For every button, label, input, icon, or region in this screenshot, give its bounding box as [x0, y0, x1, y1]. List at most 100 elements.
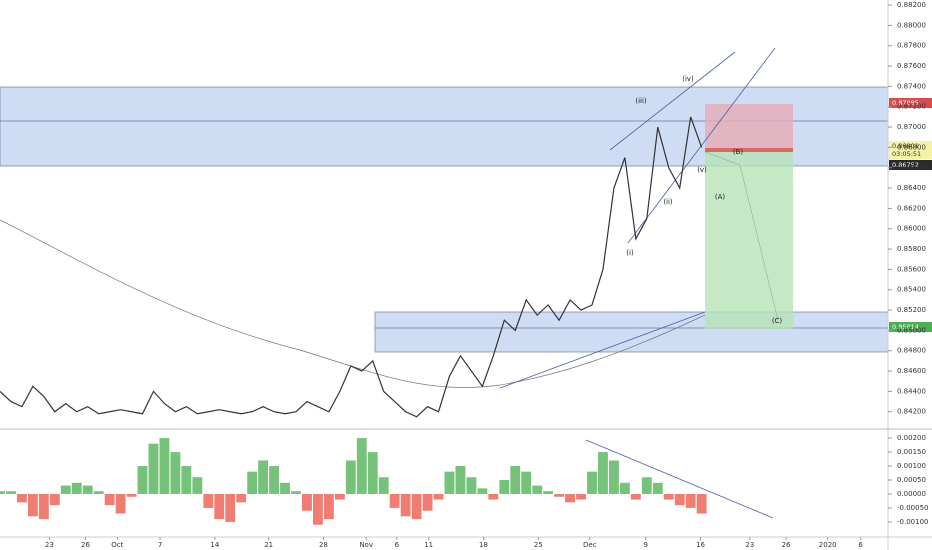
histogram-bar: [598, 452, 608, 494]
histogram-bar: [696, 493, 707, 514]
y-tick-label: 0.85800: [897, 245, 926, 253]
histogram-bar: [312, 493, 323, 525]
wave-label: (C): [772, 317, 783, 325]
y-tick-label: 0.85600: [897, 265, 926, 273]
histogram-bar: [203, 493, 214, 508]
y-tick-label: 0.85000: [897, 326, 926, 334]
y-tick-label: 0.88000: [897, 21, 926, 29]
histogram-bar: [532, 485, 543, 494]
histogram-bar: [554, 493, 565, 497]
histogram-bar: [411, 493, 422, 520]
histogram-bar: [49, 493, 60, 506]
x-tick-label: Dec: [583, 541, 597, 549]
x-tick-label: Nov: [359, 541, 373, 549]
y-tick-label: 0.86800: [897, 143, 926, 151]
histogram-bar: [521, 471, 532, 494]
histogram-bar: [323, 493, 334, 520]
histogram-bar: [674, 493, 685, 506]
y-tick-label: 0.87800: [897, 42, 926, 50]
histogram-bar: [477, 488, 488, 494]
histogram-bar: [510, 466, 521, 494]
wave-label: (ii): [663, 198, 673, 206]
histogram-bar: [663, 493, 674, 500]
histogram-bar: [93, 491, 104, 494]
y-tick-label: 0.00100: [897, 462, 926, 470]
x-tick-label: 25: [534, 541, 543, 549]
x-tick-label: 26: [782, 541, 791, 549]
histogram-bar: [71, 482, 82, 494]
y-tick-label: 0.86200: [897, 204, 926, 212]
price-tag: [889, 322, 932, 332]
histogram-bar: [685, 493, 696, 508]
price-tag-label: 0.85014: [892, 323, 919, 331]
y-tick-label: -0.00100: [897, 518, 928, 526]
y-tick-label: 0.87200: [897, 103, 926, 111]
y-tick-label: 0.85400: [897, 286, 926, 294]
price-tag: [889, 141, 932, 159]
histogram-bar: [38, 493, 49, 520]
y-tick-label: 0.00000: [897, 490, 926, 498]
histogram-bar: [400, 493, 411, 517]
histogram-bar: [608, 460, 619, 494]
price-line: [0, 116, 703, 418]
wave-label: (i): [626, 249, 634, 257]
y-tick-label: 0.84600: [897, 367, 926, 375]
wave-label: (v): [697, 166, 707, 174]
histogram-bar: [258, 460, 269, 494]
histogram-bar: [291, 491, 301, 494]
trend-line: [609, 51, 736, 151]
histogram-bar: [488, 493, 499, 500]
x-tick-label: 23: [745, 541, 754, 549]
countdown: 03:05:51: [892, 150, 921, 158]
wave-label: (A): [715, 193, 726, 201]
histogram-bar: [367, 452, 378, 494]
histogram-bar: [269, 466, 280, 494]
y-tick-label: 0.00200: [897, 434, 926, 442]
histogram-bar: [619, 482, 630, 494]
histogram-bar: [148, 443, 159, 494]
support-zone: [374, 311, 889, 353]
histogram-bar: [16, 493, 27, 503]
histogram-bar: [27, 493, 38, 517]
x-tick-label: 6: [395, 541, 400, 549]
x-tick-label: 26: [81, 541, 90, 549]
y-tick-label: 0.88200: [897, 1, 926, 9]
y-tick-label: 0.87600: [897, 62, 926, 70]
price-tag-label: 0.86801: [892, 142, 919, 150]
histogram-bar: [543, 491, 554, 494]
histogram-bar: [378, 477, 389, 494]
histogram-bar: [587, 471, 597, 494]
histogram-bar: [6, 491, 16, 494]
histogram-bar: [652, 482, 663, 494]
histogram-bar: [630, 493, 641, 500]
x-tick-label: 11: [424, 541, 433, 549]
histogram-bar: [334, 493, 345, 500]
histogram-bar: [422, 493, 433, 511]
histogram-bar: [181, 466, 192, 494]
histogram-bar: [466, 477, 477, 494]
target-zone: [705, 152, 793, 329]
x-tick-label: 18: [479, 541, 488, 549]
stop-zone: [705, 104, 793, 148]
price-tag: [889, 160, 932, 170]
y-tick-label: 0.87400: [897, 82, 926, 90]
projection: [704, 151, 779, 321]
x-tick-label: 6: [858, 541, 863, 549]
histogram-bar: [126, 493, 137, 497]
histogram-bar: [247, 471, 258, 494]
y-tick-label: 0.86400: [897, 184, 926, 192]
x-tick-label: 2020: [819, 541, 837, 549]
histogram-bar: [115, 493, 126, 514]
x-tick-label: 28: [319, 541, 328, 549]
y-tick-label: 0.86000: [897, 225, 926, 233]
histogram-bar: [389, 493, 400, 508]
histogram-bar: [60, 485, 71, 494]
wave-label: (B): [733, 148, 744, 156]
x-tick-label: 21: [264, 541, 273, 549]
histogram-bar: [192, 477, 203, 494]
histogram-bar: [356, 438, 367, 494]
histogram-bar: [0, 491, 5, 494]
histogram-bar: [280, 482, 290, 494]
histogram-bar: [82, 485, 93, 494]
y-tick-label: 0.00050: [897, 476, 926, 484]
